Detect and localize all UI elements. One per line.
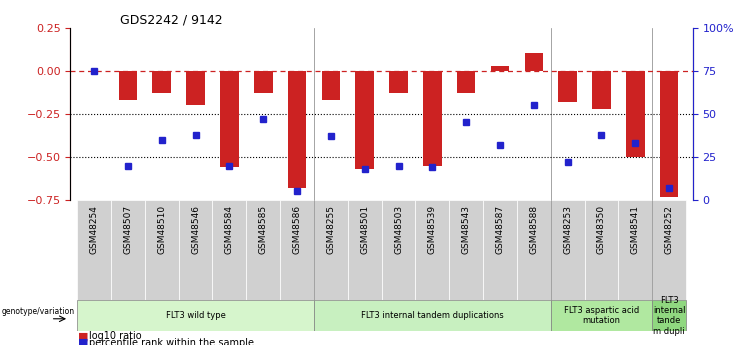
Text: log10 ratio: log10 ratio	[89, 332, 142, 341]
Bar	[592, 71, 611, 109]
Text: FLT3 wild type: FLT3 wild type	[166, 311, 225, 320]
Text: GSM48546: GSM48546	[191, 205, 200, 254]
Text: percentile rank within the sample: percentile rank within the sample	[89, 338, 254, 345]
Bar	[246, 200, 280, 300]
Bar	[254, 71, 273, 93]
Bar	[525, 53, 543, 71]
Text: GSM48539: GSM48539	[428, 205, 437, 254]
Bar	[659, 71, 679, 197]
Text: GSM48588: GSM48588	[529, 205, 539, 254]
Text: GSM48587: GSM48587	[496, 205, 505, 254]
Text: FLT3
internal
tande
m dupli: FLT3 internal tande m dupli	[653, 296, 685, 336]
Bar	[389, 71, 408, 93]
Text: FLT3 internal tandem duplications: FLT3 internal tandem duplications	[361, 311, 504, 320]
Bar	[483, 200, 517, 300]
Text: GSM48510: GSM48510	[157, 205, 166, 254]
Bar	[179, 200, 213, 300]
Text: ■: ■	[78, 338, 88, 345]
Text: GSM48585: GSM48585	[259, 205, 268, 254]
Text: GSM48503: GSM48503	[394, 205, 403, 254]
Bar	[517, 200, 551, 300]
Bar	[652, 200, 686, 300]
Text: genotype/variation: genotype/variation	[1, 306, 75, 316]
Bar	[213, 200, 246, 300]
Text: GDS2242 / 9142: GDS2242 / 9142	[120, 13, 223, 27]
Bar	[77, 200, 111, 300]
Bar	[314, 300, 551, 331]
Bar	[551, 300, 652, 331]
Bar	[356, 71, 374, 169]
Text: GSM48254: GSM48254	[90, 205, 99, 254]
Bar	[626, 71, 645, 157]
Bar	[348, 200, 382, 300]
Bar	[144, 200, 179, 300]
Text: GSM48543: GSM48543	[462, 205, 471, 254]
Bar	[559, 71, 577, 102]
Text: GSM48507: GSM48507	[124, 205, 133, 254]
Text: GSM48255: GSM48255	[326, 205, 336, 254]
Bar	[416, 200, 449, 300]
Bar	[457, 71, 476, 93]
Bar	[491, 66, 509, 71]
Bar	[619, 200, 652, 300]
Bar	[111, 200, 144, 300]
Bar	[585, 200, 619, 300]
Text: GSM48586: GSM48586	[293, 205, 302, 254]
Bar	[314, 200, 348, 300]
Bar	[652, 300, 686, 331]
Bar	[119, 71, 137, 100]
Bar	[220, 71, 239, 167]
Text: GSM48584: GSM48584	[225, 205, 234, 254]
Text: ■: ■	[78, 332, 88, 341]
Bar	[551, 200, 585, 300]
Bar	[382, 200, 416, 300]
Bar	[77, 300, 314, 331]
Bar	[423, 71, 442, 166]
Text: FLT3 aspartic acid
mutation: FLT3 aspartic acid mutation	[564, 306, 639, 325]
Bar	[288, 71, 306, 188]
Text: GSM48350: GSM48350	[597, 205, 606, 254]
Bar	[186, 71, 205, 105]
Text: GSM48252: GSM48252	[665, 205, 674, 254]
Text: GSM48253: GSM48253	[563, 205, 572, 254]
Bar	[280, 200, 314, 300]
Text: GSM48541: GSM48541	[631, 205, 639, 254]
Bar	[449, 200, 483, 300]
Bar	[322, 71, 340, 100]
Bar	[153, 71, 171, 93]
Text: GSM48501: GSM48501	[360, 205, 369, 254]
